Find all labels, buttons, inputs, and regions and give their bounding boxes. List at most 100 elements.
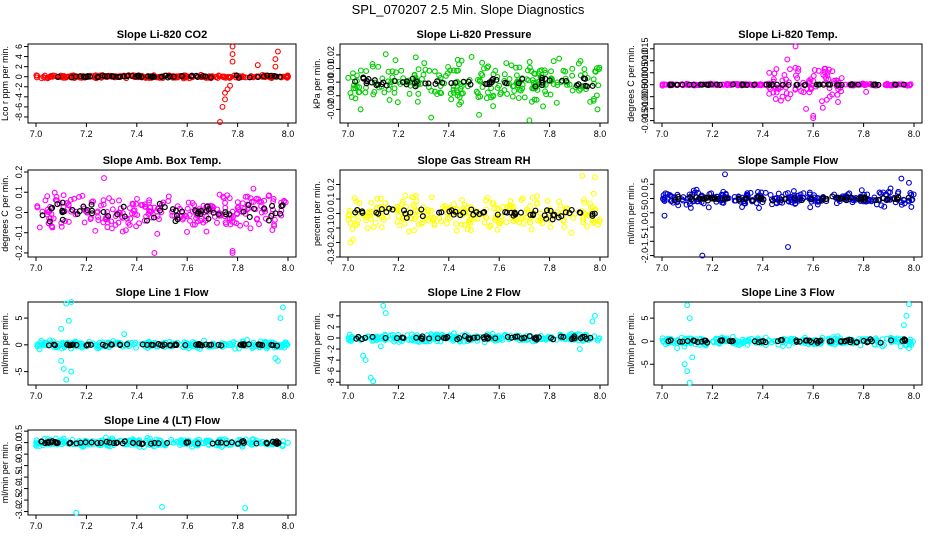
data-point [125, 339, 132, 346]
x-tick-label: 7.8 [231, 129, 244, 139]
reference-point [763, 81, 770, 88]
y-tick-label: 0.2 [14, 166, 24, 179]
data-point [394, 99, 401, 106]
data-point [200, 219, 207, 226]
reference-point [73, 342, 80, 349]
reference-point [860, 337, 867, 344]
reference-point [888, 337, 895, 344]
data-point [271, 223, 278, 229]
data-point [412, 213, 419, 220]
reference-point [679, 338, 686, 345]
reference-point [418, 206, 425, 213]
data-point [779, 199, 786, 206]
y-tick-label: -3.0 [14, 504, 24, 520]
reference-point [855, 81, 862, 88]
data-point [411, 227, 417, 234]
data-point [596, 335, 603, 342]
data-point [244, 193, 251, 200]
data-point [518, 197, 525, 204]
reference-point [467, 81, 474, 88]
data-point [771, 338, 778, 345]
outlier-point [219, 103, 226, 110]
data-point [409, 194, 416, 201]
data-point [76, 193, 83, 200]
data-point [189, 342, 196, 349]
outlier-point [592, 312, 598, 319]
data-point [98, 202, 104, 209]
reference-point [136, 440, 143, 447]
data-point [568, 229, 575, 236]
data-point [352, 85, 359, 92]
data-point [421, 60, 428, 67]
data-point [501, 87, 508, 94]
data-point [824, 69, 831, 76]
data-point [223, 221, 230, 228]
outlier-point [229, 51, 236, 58]
reference-point [369, 333, 376, 340]
reference-point [508, 334, 515, 341]
reference-point [161, 204, 168, 211]
reference-point [543, 207, 550, 214]
reference-point [185, 439, 192, 446]
reference-point [202, 341, 209, 348]
data-point [798, 88, 805, 95]
data-point [431, 221, 438, 228]
reference-point [419, 213, 426, 220]
data-point [458, 83, 465, 90]
reference-point [192, 207, 199, 214]
reference-point [900, 81, 907, 88]
reference-point [902, 337, 909, 344]
y-axis-label: ml/min per min. [626, 313, 636, 375]
reference-point [575, 81, 582, 88]
data-point [399, 201, 405, 207]
outlier-point [906, 345, 912, 352]
reference-point [815, 81, 822, 88]
reference-point [172, 218, 179, 225]
reference-point [582, 75, 589, 82]
data-point [187, 217, 193, 224]
outlier-point [810, 115, 817, 122]
data-point [515, 95, 522, 101]
data-point [170, 439, 177, 446]
reference-point [263, 439, 270, 446]
data-point [234, 199, 241, 206]
outlier-point [65, 317, 72, 324]
outlier-point [689, 354, 696, 361]
data-point [807, 204, 814, 211]
outlier-point [58, 325, 65, 332]
plot-frame [27, 169, 297, 258]
reference-point [877, 339, 884, 346]
outlier-point [906, 301, 912, 308]
reference-point [779, 81, 786, 88]
outlier-point [229, 43, 236, 50]
y-tick-label: 0.0 [14, 436, 24, 449]
reference-point [848, 194, 855, 201]
reference-point [769, 197, 776, 204]
reference-point [872, 197, 879, 204]
data-point [410, 201, 417, 208]
reference-point [94, 440, 101, 447]
data-point [581, 66, 588, 73]
reference-point [403, 81, 410, 88]
data-point [661, 194, 668, 201]
reference-point [148, 440, 155, 447]
data-point [165, 198, 172, 205]
reference-point [409, 75, 416, 82]
y-axis-label: degrees C per min. [0, 175, 10, 252]
reference-point [73, 440, 80, 447]
x-tick-label: 7.6 [181, 263, 194, 273]
data-point [744, 190, 751, 197]
data-point [777, 97, 784, 104]
data-point [256, 221, 262, 228]
reference-point [179, 208, 186, 215]
reference-point [45, 342, 52, 349]
data-point [185, 199, 192, 206]
data-point [580, 216, 587, 223]
reference-point [124, 341, 131, 348]
data-point [823, 96, 830, 103]
data-point [803, 105, 810, 112]
y-tick-label: 4 [14, 54, 24, 59]
data-point [386, 81, 393, 88]
reference-point [80, 73, 87, 80]
x-tick-label: 7.8 [857, 263, 870, 273]
